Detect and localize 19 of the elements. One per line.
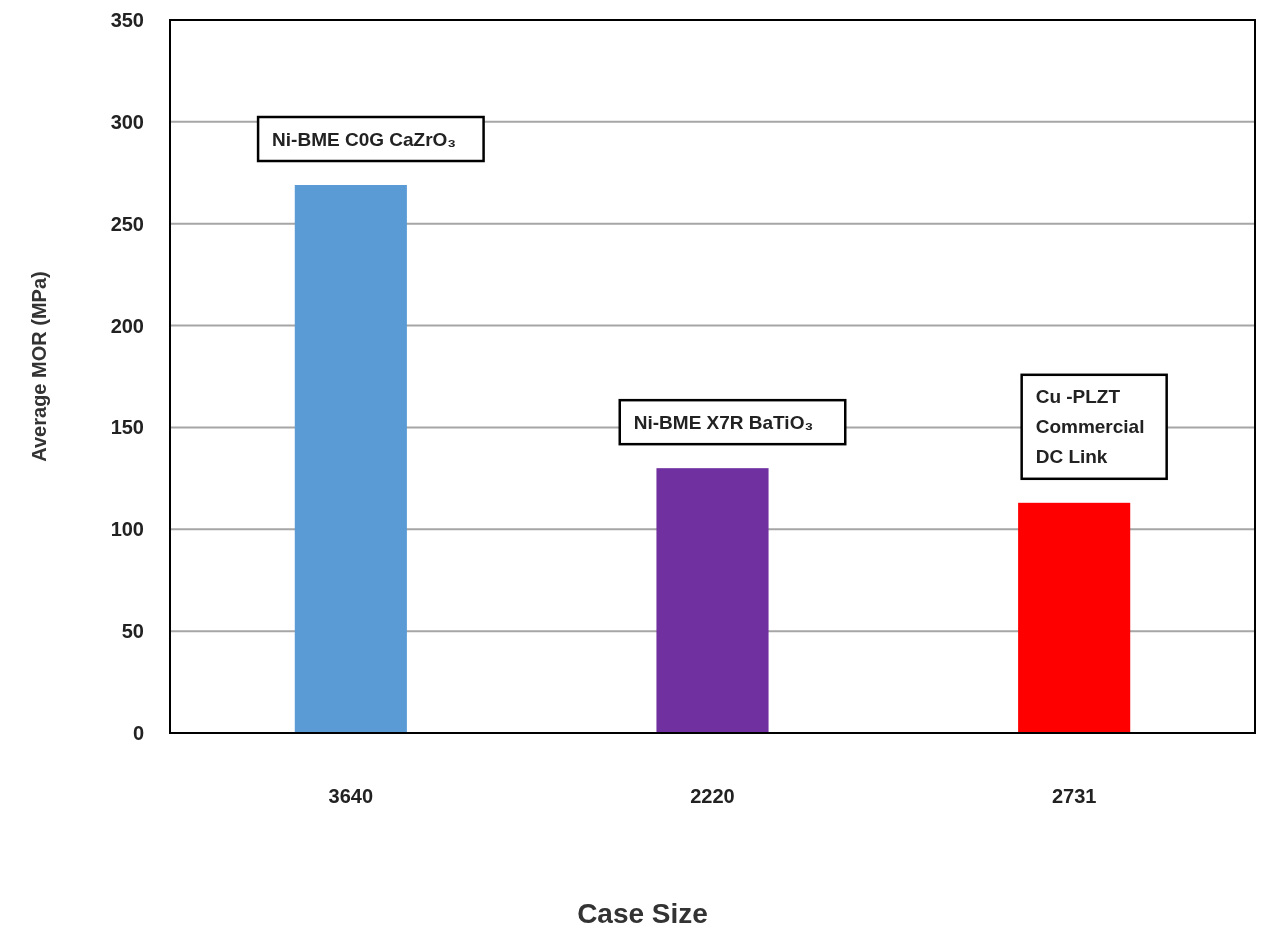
y-axis-title: Average MOR (MPa) (28, 271, 50, 462)
x-tick-label: 2731 (1051, 785, 1097, 807)
bar (1018, 502, 1131, 733)
y-tick-label: 150 (110, 416, 144, 439)
y-tick-label: 50 (121, 620, 144, 643)
bar (656, 468, 769, 733)
y-tick-label: 0 (132, 722, 144, 744)
annotation: Cu -PLZT Commercial DC Link (1035, 386, 1145, 468)
y-tick-label: 200 (110, 314, 144, 337)
x-tick-label: 2220 (690, 785, 735, 807)
bar (294, 185, 407, 733)
annotation: Ni-BME C0G CaZrO₃ (272, 128, 457, 150)
y-tick-label: 350 (110, 9, 144, 31)
annotation: Ni-BME X7R BaTiO₃ (633, 411, 814, 433)
x-tick-label: 3640 (328, 785, 374, 807)
y-tick-label: 300 (110, 110, 144, 133)
y-tick-label: 100 (110, 518, 144, 541)
x-axis-title: Case Size (577, 898, 708, 929)
y-tick-label: 250 (110, 212, 144, 235)
